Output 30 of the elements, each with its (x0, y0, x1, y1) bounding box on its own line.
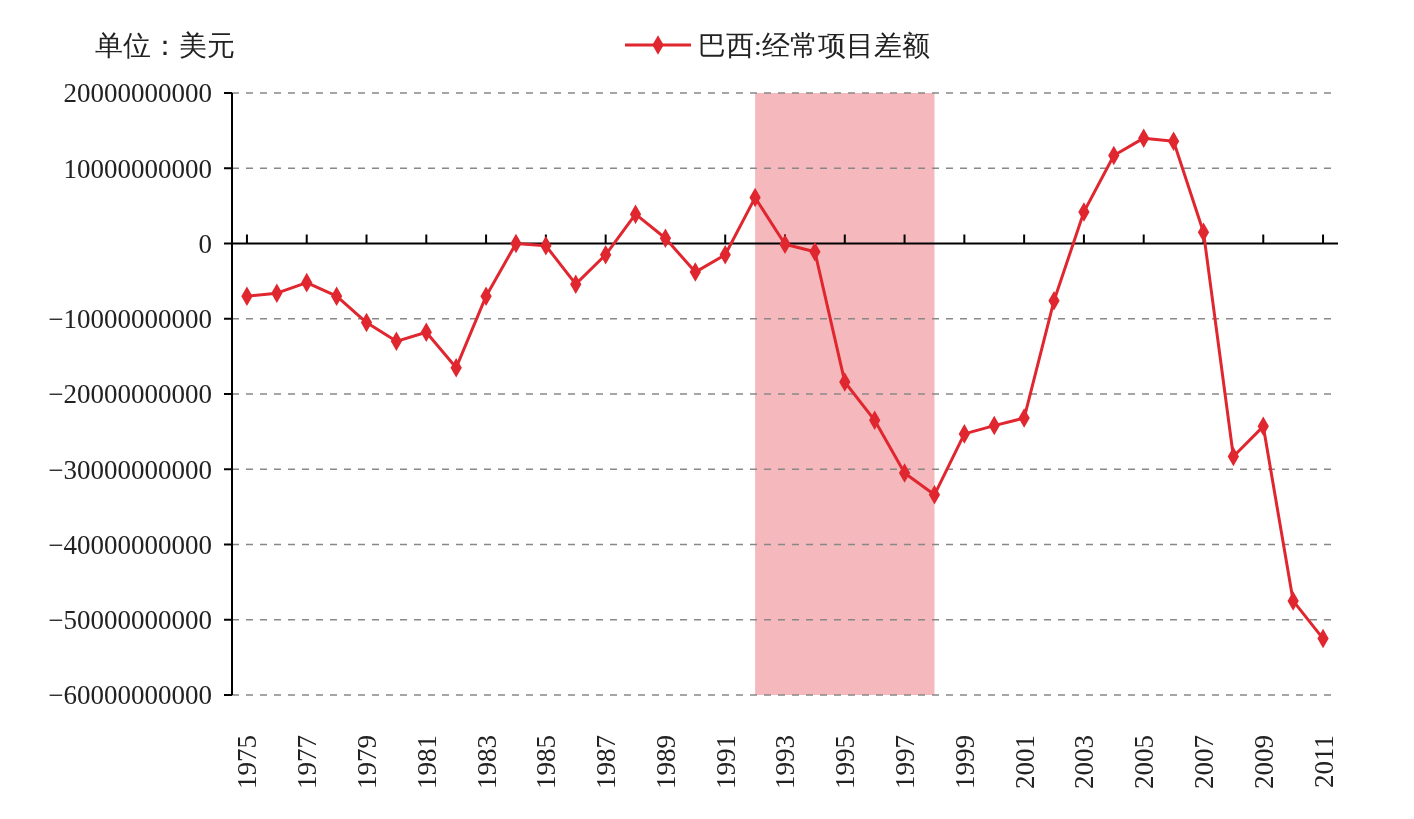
y-tick-label: 20000000000 (63, 78, 212, 109)
y-tick-label: −50000000000 (48, 605, 212, 636)
y-tick-label: 10000000000 (63, 153, 212, 184)
x-tick-label: 1975 (232, 735, 263, 789)
y-tick-label: 0 (198, 228, 212, 259)
x-tick-label: 1985 (531, 735, 562, 789)
y-tick-label: −40000000000 (48, 529, 212, 560)
x-tick-label: 2011 (1308, 735, 1339, 788)
x-tick-label: 2005 (1129, 735, 1160, 789)
x-tick-label: 1983 (471, 735, 502, 789)
x-tick-label: 2001 (1009, 735, 1040, 789)
y-tick-label: −10000000000 (48, 304, 212, 335)
x-tick-label: 1995 (830, 735, 861, 789)
x-tick-label: 1987 (591, 735, 622, 789)
x-tick-label: 1981 (411, 735, 442, 789)
y-tick-label: −30000000000 (48, 454, 212, 485)
x-tick-label: 2007 (1188, 735, 1219, 789)
x-tick-label: 1999 (949, 735, 980, 789)
x-tick-label: 1979 (351, 735, 382, 789)
text: 单位：美元 (95, 29, 235, 61)
x-tick-label: 1993 (770, 735, 801, 789)
x-tick-label: 2009 (1248, 735, 1279, 789)
x-tick-label: 1989 (650, 735, 681, 789)
y-tick-label: −20000000000 (48, 379, 212, 410)
x-tick-label: 1991 (710, 735, 741, 789)
legend-label: 巴西:经常项目差额 (698, 29, 930, 61)
x-tick-label: 1977 (292, 735, 323, 789)
y-tick-label: −60000000000 (48, 680, 212, 711)
x-tick-label: 2003 (1069, 735, 1100, 789)
x-tick-label: 1997 (890, 735, 921, 789)
